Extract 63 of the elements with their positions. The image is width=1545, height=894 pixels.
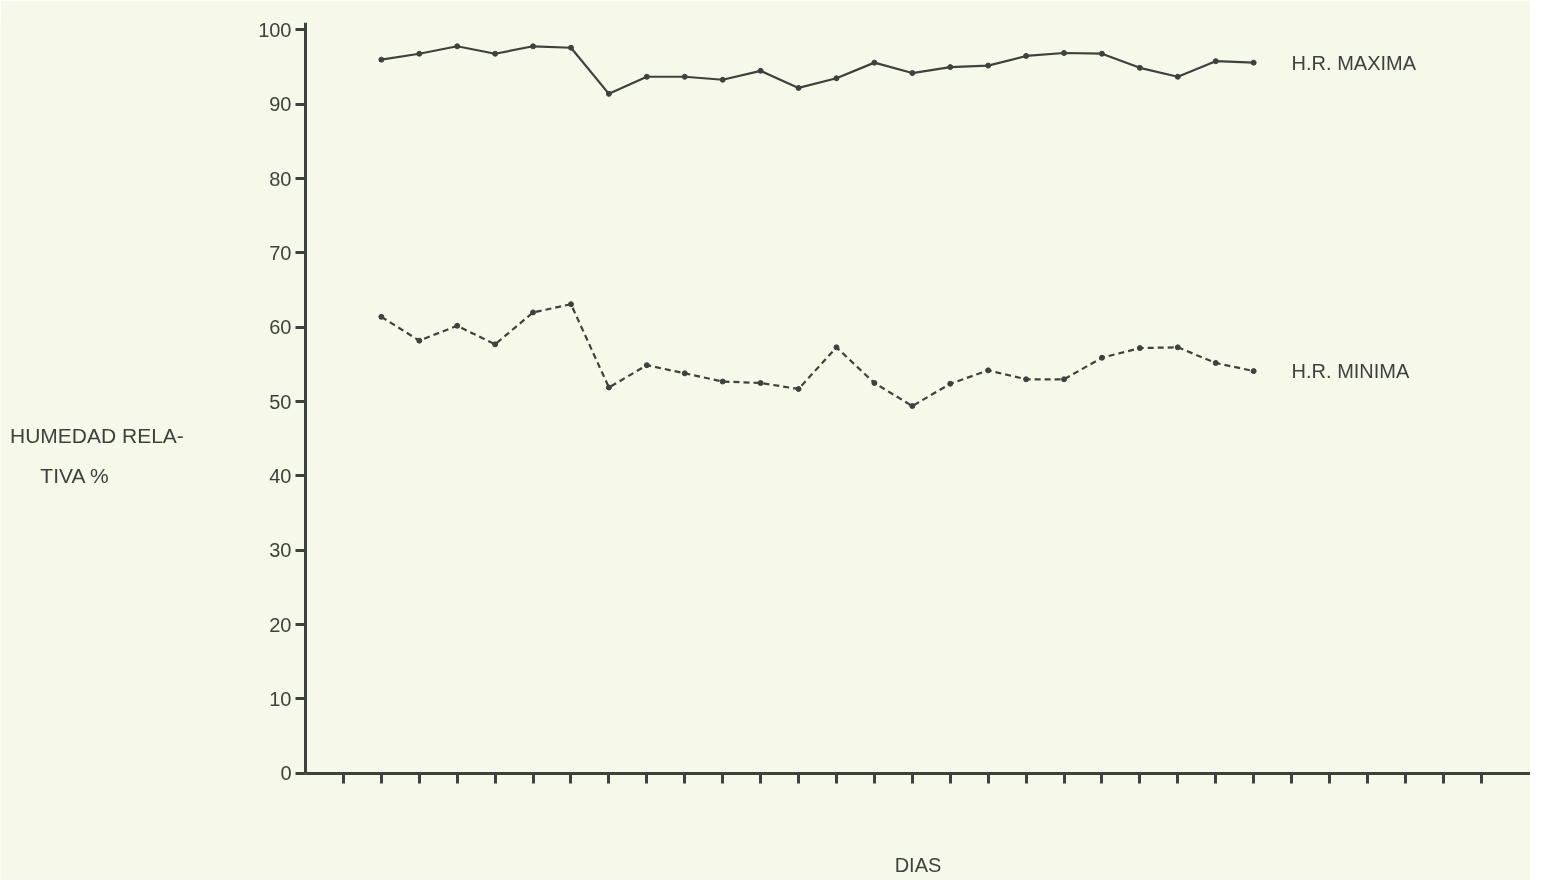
point: [757, 380, 764, 386]
point: [833, 344, 840, 351]
point: [1212, 359, 1219, 366]
series-label: H.R. MINIMA: [1291, 360, 1410, 383]
point: [605, 90, 612, 97]
point: [530, 43, 537, 50]
point: [1023, 52, 1030, 59]
point: [871, 59, 878, 66]
series-label: H.R. MAXIMA: [1291, 51, 1417, 74]
y-tick-label: 70: [269, 241, 292, 264]
point: [454, 322, 461, 329]
point: [681, 73, 688, 80]
point: [605, 384, 612, 391]
point: [1136, 64, 1143, 71]
point: [492, 341, 499, 348]
point: [454, 43, 461, 50]
point: [643, 362, 650, 369]
point: [947, 64, 954, 71]
point: [1250, 59, 1257, 66]
point: [909, 70, 916, 77]
point: [833, 75, 840, 82]
point: [871, 380, 878, 386]
x-axis-title: DIAS: [894, 853, 942, 876]
point: [643, 73, 650, 80]
point: [909, 403, 916, 410]
point: [378, 56, 385, 63]
y-tick-label: 40: [269, 464, 292, 487]
point: [567, 44, 574, 51]
point: [378, 313, 385, 320]
point: [567, 301, 574, 308]
point: [795, 84, 802, 91]
point: [947, 380, 954, 387]
point: [681, 370, 688, 377]
y-tick-label: 80: [269, 167, 292, 190]
point: [719, 76, 726, 83]
point: [492, 50, 499, 57]
point: [719, 378, 726, 385]
point: [416, 50, 423, 57]
point: [985, 62, 992, 69]
point: [1098, 354, 1105, 361]
point: [1136, 345, 1143, 352]
point: [1098, 50, 1105, 57]
point: [1174, 344, 1181, 351]
point: [416, 337, 423, 344]
y-tick-label: 30: [269, 539, 292, 562]
point: [1023, 376, 1030, 383]
point: [1174, 73, 1181, 80]
point: [1212, 58, 1219, 65]
y-tick-label: 0: [280, 762, 292, 785]
y-axis-title: HUMEDAD RELA- TIVA %: [9, 423, 184, 488]
point: [1061, 49, 1068, 56]
y-tick-label: 20: [269, 613, 292, 636]
y-tick-label: 50: [269, 390, 292, 413]
point: [1061, 376, 1068, 383]
y-tick-label: 100: [258, 18, 292, 41]
y-tick-label: 60: [269, 316, 292, 339]
point: [795, 385, 802, 392]
y-tick-label: 10: [269, 687, 292, 710]
y-tick-label: 90: [269, 93, 292, 116]
point: [530, 309, 537, 316]
point: [1250, 368, 1257, 375]
point: [757, 67, 764, 74]
point: [985, 367, 992, 374]
